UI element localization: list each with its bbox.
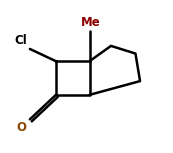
Text: Cl: Cl xyxy=(14,34,27,47)
Text: Me: Me xyxy=(81,16,101,29)
Text: O: O xyxy=(17,121,27,134)
